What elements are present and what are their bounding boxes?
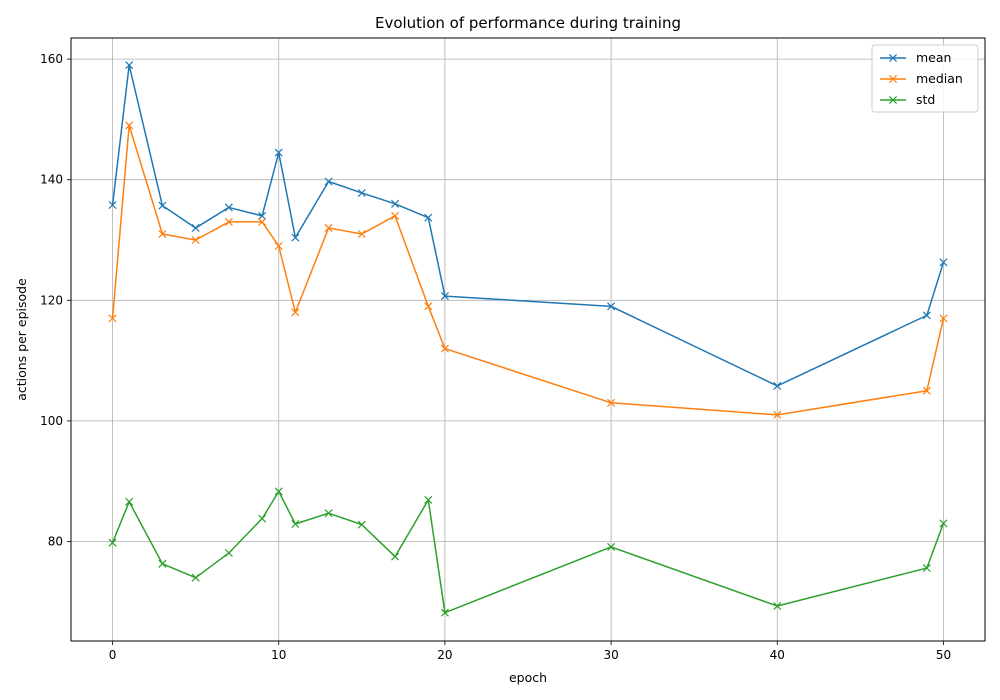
data-point-std <box>391 552 400 561</box>
data-point-mean <box>922 311 931 320</box>
data-point-mean <box>324 177 333 186</box>
y-tick-label: 140 <box>40 173 63 187</box>
data-point-median <box>773 410 782 419</box>
data-point-median <box>224 217 233 226</box>
data-point-median <box>274 242 283 251</box>
data-point-mean <box>773 381 782 390</box>
chart-title: Evolution of performance during training <box>375 14 681 32</box>
data-point-std <box>291 519 300 529</box>
data-point-median <box>158 229 167 238</box>
data-point-mean <box>258 211 267 220</box>
legend: mean median std <box>871 44 979 113</box>
legend-marker-std <box>888 95 898 105</box>
data-point-median <box>939 314 948 323</box>
data-point-mean <box>391 199 400 208</box>
data-point-mean <box>224 203 233 212</box>
data-point-median <box>424 302 433 311</box>
data-point-std <box>274 487 283 496</box>
data-point-median <box>108 314 117 323</box>
legend-box <box>871 44 979 113</box>
data-point-mean <box>125 61 134 70</box>
series-std <box>108 487 948 617</box>
data-point-std <box>224 548 233 557</box>
data-point-mean <box>424 213 433 222</box>
plot-area-frame <box>70 37 986 642</box>
data-point-median <box>191 235 200 245</box>
data-point-median <box>125 121 134 130</box>
legend-marker-median <box>888 74 898 84</box>
legend-label-median: median <box>916 71 963 86</box>
data-point-median <box>324 223 333 232</box>
data-point-mean <box>191 223 200 232</box>
y-tick-label: 80 <box>48 535 63 549</box>
legend-label-mean: mean <box>916 50 951 65</box>
data-point-mean <box>440 292 449 301</box>
x-tick-label: 40 <box>770 648 785 662</box>
series-layer <box>108 61 948 617</box>
x-tick-label: 20 <box>437 648 452 662</box>
x-tick-label: 0 <box>109 648 117 662</box>
data-point-std <box>357 520 366 529</box>
data-point-std <box>424 495 433 504</box>
y-tick-label: 120 <box>40 293 63 307</box>
series-mean <box>108 61 948 390</box>
data-point-std <box>607 542 616 551</box>
x-tick-label: 50 <box>936 648 951 662</box>
data-point-median <box>440 344 449 353</box>
data-point-std <box>939 519 948 528</box>
data-point-std <box>108 538 117 547</box>
data-point-std <box>191 573 200 582</box>
y-tick-label: 160 <box>40 52 63 66</box>
data-point-mean <box>158 201 167 210</box>
data-point-std <box>125 497 134 506</box>
legend-marker-mean <box>888 53 898 63</box>
data-point-std <box>324 509 333 518</box>
data-point-mean <box>357 188 366 197</box>
data-point-mean <box>939 258 948 267</box>
data-point-mean <box>274 148 283 157</box>
data-point-median <box>607 398 616 407</box>
data-point-median <box>391 211 400 220</box>
data-point-std <box>773 602 782 611</box>
data-point-mean <box>108 201 117 210</box>
data-point-median <box>922 386 931 395</box>
data-point-median <box>258 217 267 226</box>
data-point-std <box>922 564 931 573</box>
x-tick-label: 30 <box>603 648 618 662</box>
data-point-mean <box>291 233 300 242</box>
data-point-std <box>158 559 167 568</box>
grid <box>71 38 985 641</box>
data-point-mean <box>607 302 616 311</box>
x-tick-label: 10 <box>271 648 286 662</box>
axis-ticks: 0 10 20 30 40 50 80 100 120 140 160 <box>40 52 951 662</box>
x-axis-label: epoch <box>509 670 547 685</box>
data-point-median <box>357 229 366 238</box>
data-point-std <box>258 514 267 523</box>
y-axis-label: actions per episode <box>14 278 29 401</box>
data-point-std <box>440 608 449 617</box>
legend-label-std: std <box>916 92 935 107</box>
data-point-median <box>291 308 300 317</box>
series-median <box>108 121 948 419</box>
y-tick-label: 100 <box>40 414 63 428</box>
